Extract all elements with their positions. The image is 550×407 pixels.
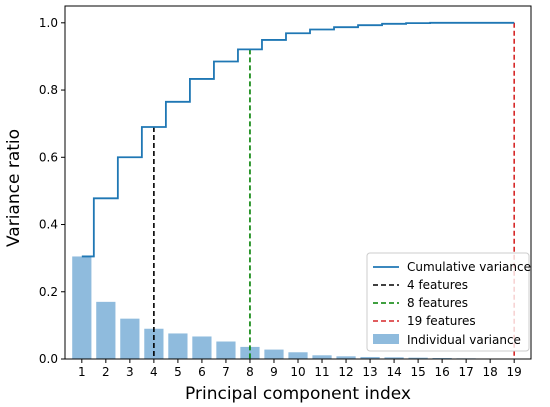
x-tick-label-4: 4 bbox=[150, 365, 158, 379]
x-tick-label-3: 3 bbox=[126, 365, 134, 379]
variance-bar-9 bbox=[264, 350, 283, 359]
variance-bar-3 bbox=[120, 319, 139, 359]
x-axis-label: Principal component index bbox=[185, 384, 411, 404]
x-tick-label-1: 1 bbox=[78, 365, 86, 379]
y-tick-label-1.0: 1.0 bbox=[39, 16, 58, 30]
variance-bar-1 bbox=[72, 256, 91, 359]
x-tick-label-8: 8 bbox=[246, 365, 254, 379]
variance-bar-11 bbox=[312, 355, 331, 359]
variance-bar-10 bbox=[288, 352, 307, 359]
variance-bar-2 bbox=[96, 302, 115, 359]
legend-label-19-features: 19 features bbox=[407, 314, 476, 328]
y-tick-label-0.6: 0.6 bbox=[39, 150, 58, 164]
x-tick-label-17: 17 bbox=[459, 365, 474, 379]
x-tick-label-11: 11 bbox=[314, 365, 329, 379]
variance-bar-6 bbox=[192, 336, 211, 359]
x-tick-label-18: 18 bbox=[483, 365, 498, 379]
legend-label-4-features: 4 features bbox=[407, 278, 468, 292]
y-tick-label-0.8: 0.8 bbox=[39, 83, 58, 97]
x-tick-label-7: 7 bbox=[222, 365, 230, 379]
x-tick-label-5: 5 bbox=[174, 365, 182, 379]
variance-bar-7 bbox=[216, 342, 235, 359]
x-tick-label-19: 19 bbox=[507, 365, 522, 379]
legend-label-cumulative: Cumulative variance bbox=[407, 260, 531, 274]
legend-label-individual: Individual variance bbox=[407, 333, 521, 347]
x-tick-label-2: 2 bbox=[102, 365, 110, 379]
x-tick-label-9: 9 bbox=[270, 365, 278, 379]
x-tick-label-14: 14 bbox=[386, 365, 401, 379]
y-tick-label-0.2: 0.2 bbox=[39, 285, 58, 299]
x-tick-label-10: 10 bbox=[290, 365, 305, 379]
legend-swatch-individual bbox=[373, 334, 399, 344]
x-tick-label-6: 6 bbox=[198, 365, 206, 379]
y-tick-label-0.0: 0.0 bbox=[39, 352, 58, 366]
legend-label-8-features: 8 features bbox=[407, 296, 468, 310]
variance-bar-5 bbox=[168, 333, 187, 359]
x-tick-label-12: 12 bbox=[338, 365, 353, 379]
legend: Cumulative variance 4 features 8 feature… bbox=[367, 253, 531, 351]
x-tick-label-13: 13 bbox=[362, 365, 377, 379]
y-axis-label: Variance ratio bbox=[4, 129, 24, 247]
x-tick-label-16: 16 bbox=[434, 365, 449, 379]
x-tick-label-15: 15 bbox=[410, 365, 425, 379]
y-tick-label-0.4: 0.4 bbox=[39, 218, 58, 232]
